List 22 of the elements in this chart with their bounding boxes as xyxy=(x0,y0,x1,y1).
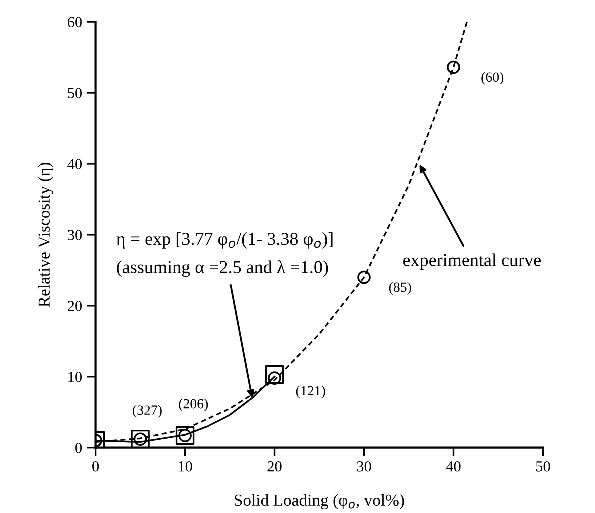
y-tick-label: 0 xyxy=(76,442,82,454)
annotation: (85) xyxy=(389,282,412,295)
x-tick-label: 0 xyxy=(92,461,100,472)
y-tick-label: 50 xyxy=(68,88,82,98)
x-tick-label: 10 xyxy=(178,461,192,472)
y-tick-label: 30 xyxy=(68,230,82,240)
annotation: (327) xyxy=(133,405,162,418)
y-tick-label: 40 xyxy=(68,159,82,170)
y-tick-label: 20 xyxy=(68,301,82,312)
x-tick-label: 50 xyxy=(536,461,550,472)
x-tick-label: 40 xyxy=(446,461,461,472)
x-tick-label: 20 xyxy=(268,461,282,472)
annotation: experimental curve xyxy=(403,254,541,270)
annotation: (121) xyxy=(296,386,326,398)
x-axis-title: Solid Loading (φ$_{o}$, vol%) xyxy=(235,494,404,510)
annotation: η = exp [3.77 φ$_{o}$/(1- 3.38 φ$_{o}$)] (assuming α =2.5 and λ =1.0) xyxy=(116,232,333,278)
y-tick-label: 60 xyxy=(68,17,82,28)
x-tick-label: 30 xyxy=(357,461,372,472)
annotation: (206) xyxy=(179,398,208,412)
y-axis-title: Relative Viscosity (η) xyxy=(38,163,54,308)
y-tick-label: 10 xyxy=(68,372,82,382)
annotation: (60) xyxy=(482,72,504,85)
